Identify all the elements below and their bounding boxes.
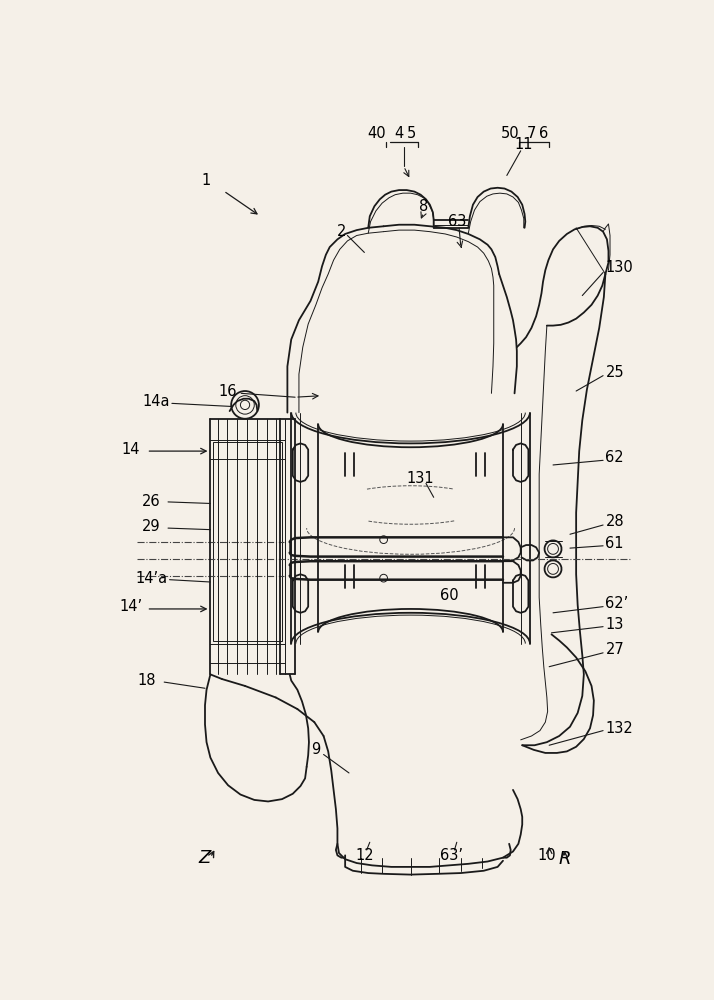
Text: 16: 16 xyxy=(218,384,237,399)
Text: 13: 13 xyxy=(605,617,624,632)
Text: 12: 12 xyxy=(355,848,373,863)
Text: 61: 61 xyxy=(605,536,624,551)
Text: 26: 26 xyxy=(142,494,161,509)
Text: 62: 62 xyxy=(605,450,624,465)
Text: 1: 1 xyxy=(202,173,211,188)
Text: 25: 25 xyxy=(605,365,624,380)
Text: 14’a: 14’a xyxy=(135,571,167,586)
Text: 2: 2 xyxy=(336,224,346,239)
Text: 29: 29 xyxy=(142,519,161,534)
Text: 8: 8 xyxy=(419,199,428,214)
Text: 130: 130 xyxy=(605,260,633,275)
Text: Z: Z xyxy=(198,849,211,867)
Text: 9: 9 xyxy=(311,742,321,757)
Text: 27: 27 xyxy=(605,642,624,657)
Text: 63’: 63’ xyxy=(440,848,463,863)
Text: 40: 40 xyxy=(367,126,386,141)
Text: 18: 18 xyxy=(137,673,156,688)
Text: 131: 131 xyxy=(407,471,434,486)
Text: 60: 60 xyxy=(440,588,458,603)
Text: 63: 63 xyxy=(448,214,466,229)
Text: 10: 10 xyxy=(538,848,556,863)
Text: 14a: 14a xyxy=(143,394,170,409)
Bar xyxy=(213,442,282,641)
Text: 28: 28 xyxy=(605,514,624,529)
Text: 4: 4 xyxy=(394,126,403,141)
Text: 132: 132 xyxy=(605,721,633,736)
Text: 6: 6 xyxy=(539,126,548,141)
Text: 62’: 62’ xyxy=(605,596,628,611)
Text: 11: 11 xyxy=(515,137,533,152)
Text: 5: 5 xyxy=(407,126,416,141)
Text: R: R xyxy=(558,850,570,868)
Text: 14’: 14’ xyxy=(119,599,143,614)
Text: 7: 7 xyxy=(527,126,536,141)
Text: 14: 14 xyxy=(122,442,141,457)
Text: 50: 50 xyxy=(501,126,519,141)
